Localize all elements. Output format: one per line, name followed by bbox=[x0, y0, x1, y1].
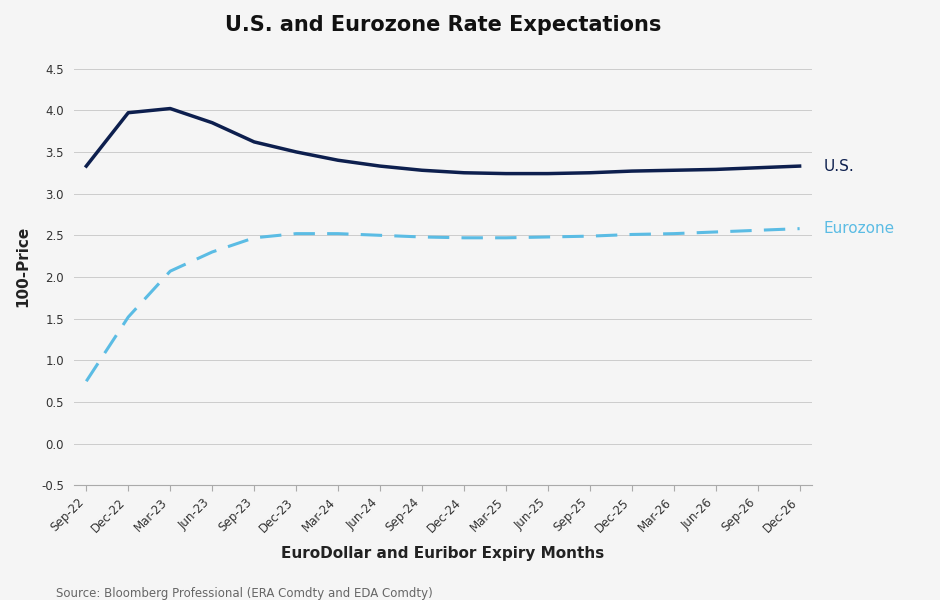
Text: Source: Bloomberg Professional (ERA Comdty and EDA Comdty): Source: Bloomberg Professional (ERA Comd… bbox=[56, 587, 433, 600]
Title: U.S. and Eurozone Rate Expectations: U.S. and Eurozone Rate Expectations bbox=[225, 15, 661, 35]
X-axis label: EuroDollar and Euribor Expiry Months: EuroDollar and Euribor Expiry Months bbox=[281, 546, 604, 561]
Text: Eurozone: Eurozone bbox=[823, 221, 895, 236]
Text: U.S.: U.S. bbox=[823, 158, 854, 173]
Y-axis label: 100-Price: 100-Price bbox=[15, 226, 30, 307]
